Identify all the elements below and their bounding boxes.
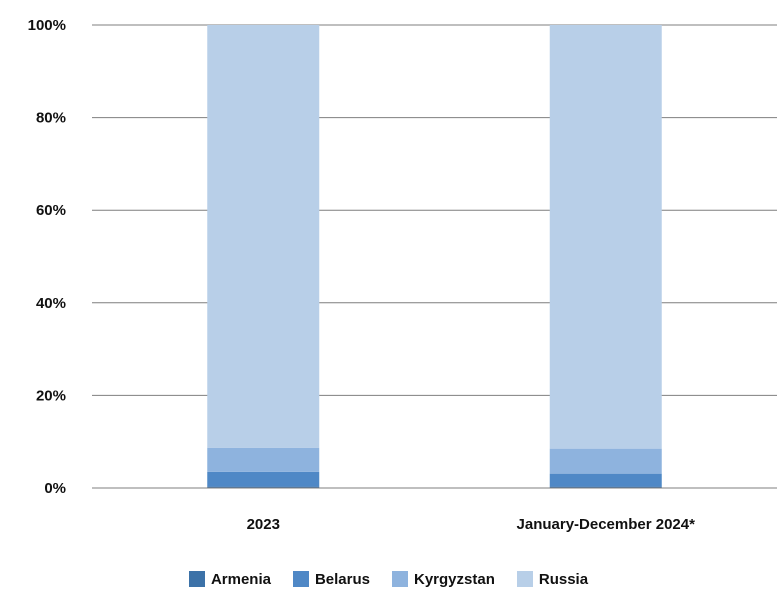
bar-segment-russia [549,25,662,449]
y-tick-label: 40% [36,295,66,312]
y-tick-label: 60% [36,202,66,219]
y-tick-label: 100% [28,17,66,34]
y-tick-label: 20% [36,387,66,404]
bar-segment-belarus [549,473,662,487]
bar-segment-belarus [207,471,320,487]
legend-item-russia: Russia [516,570,589,588]
bar-segment-kyrgyzstan [207,447,320,472]
legend-label-armenia: Armenia [210,570,271,588]
legend-label-russia: Russia [538,570,589,588]
legend-item-kyrgyzstan: Kyrgyzstan [392,571,495,588]
legend: Armenia Belarus Kyrgyzstan Russia [0,568,777,590]
legend-swatch-belarus [292,571,309,587]
bar-segment-armenia [549,486,662,488]
stacked-bar-chart: 0% 20% 40% 60% 80% 100% 2023 January-December … [28,17,777,533]
bar-segment-russia [207,25,320,448]
legend-swatch-russia [516,571,533,587]
legend-label-kyrgyzstan: Kyrgyzstan [414,570,495,588]
bar-segment-kyrgyzstan [549,448,662,474]
legend-item-belarus: Belarus [292,570,370,588]
y-tick-label: 0% [44,480,66,497]
y-axis-ticks: 0% 20% 40% 60% 80% 100% [28,17,66,497]
legend-swatch-armenia [188,571,205,587]
y-tick-label: 80% [36,110,66,127]
bar-segment-armenia [207,486,320,488]
legend-swatch-kyrgyzstan [392,571,408,587]
legend-item-armenia: Armenia [188,570,271,588]
x-category-label: January-December 2024* [517,516,696,533]
legend-label-belarus: Belarus [314,570,370,588]
x-category-label: 2023 [247,516,280,533]
bars [207,25,662,488]
gridlines [92,24,777,396]
x-axis-categories: 2023 January-December 2024* [247,516,696,533]
